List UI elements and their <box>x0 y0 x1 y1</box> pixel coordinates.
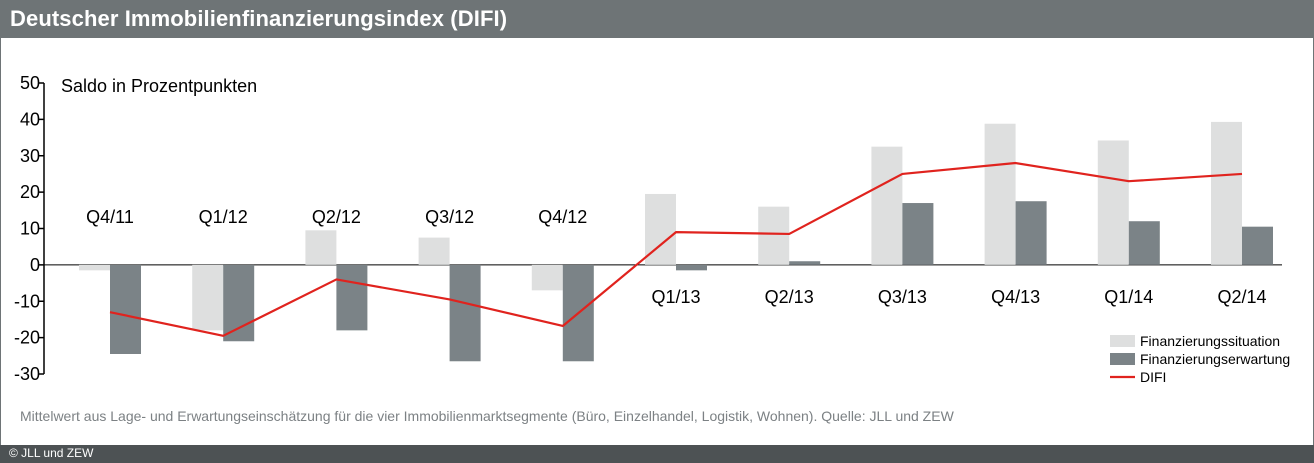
legend-finanzierungssituation-swatch <box>1110 335 1135 347</box>
legend-finanzierungssituation-label: Finanzierungssituation <box>1140 333 1280 349</box>
bar-finanzierungserwartung <box>223 264 255 342</box>
category-label: Q4/13 <box>991 287 1040 307</box>
bar-finanzierungserwartung <box>789 261 821 265</box>
bar-finanzierungssituation <box>531 264 563 291</box>
y-axis-label: Saldo in Prozentpunkten <box>61 76 257 96</box>
legend: Finanzierungssituation Finanzierungserwar… <box>1110 333 1290 385</box>
footer-bar <box>0 445 1314 463</box>
bar-finanzierungserwartung <box>1242 226 1273 265</box>
category-label: Q1/12 <box>199 207 248 227</box>
difi-line <box>109 161 1243 337</box>
bar-finanzierungssituation <box>192 264 224 331</box>
y-tick-label: 40 <box>20 109 40 129</box>
legend-difi-label: DIFI <box>1140 369 1166 385</box>
y-tick-label: 0 <box>30 255 40 275</box>
category-label: Q1/14 <box>1104 287 1153 307</box>
bar-finanzierungssituation <box>871 146 903 265</box>
category-label: Q4/11 <box>86 207 134 227</box>
chart-title: Deutscher Immobilienfinanzierungsindex (… <box>10 6 508 31</box>
difi-line-series <box>109 161 1243 337</box>
y-tick-label: -30 <box>14 364 40 384</box>
bar-finanzierungserwartung <box>1015 201 1047 265</box>
category-label: Q2/12 <box>312 207 361 227</box>
category-label: Q2/13 <box>765 287 814 307</box>
bar-finanzierungssituation <box>758 206 790 265</box>
bar-series <box>79 121 1273 362</box>
y-tick-label: 10 <box>20 219 40 239</box>
bar-finanzierungssituation <box>305 230 337 265</box>
y-axis: 50 40 30 20 10 0 -10 -20 -30 <box>14 73 1282 384</box>
bar-finanzierungserwartung <box>336 264 368 331</box>
bar-finanzierungserwartung <box>449 264 481 362</box>
y-tick-label: 20 <box>20 182 40 202</box>
legend-finanzierungserwartung-swatch <box>1110 353 1135 365</box>
category-label: Q2/14 <box>1217 287 1266 307</box>
category-labels: Q4/11 Q1/12 Q2/12 Q3/12 Q4/12 Q1/13 Q2/13 Q3/13… <box>86 207 1266 307</box>
category-label: Q3/13 <box>878 287 927 307</box>
bar-finanzierungssituation <box>1097 140 1129 265</box>
bar-finanzierungssituation <box>1211 121 1242 265</box>
category-label: Q4/12 <box>538 207 587 227</box>
bar-finanzierungssituation <box>79 264 110 271</box>
y-tick-label: 30 <box>20 146 40 166</box>
copyright-notice: © JLL und ZEW <box>9 446 94 460</box>
bar-finanzierungserwartung <box>110 264 141 354</box>
bar-finanzierungserwartung <box>676 264 707 271</box>
title-bar <box>0 0 1314 38</box>
legend-finanzierungserwartung-label: Finanzierungserwartung <box>1140 351 1290 367</box>
bar-finanzierungserwartung <box>902 203 934 265</box>
y-tick-label: -10 <box>14 291 40 311</box>
bar-finanzierungserwartung <box>1128 221 1160 265</box>
category-label: Q3/12 <box>425 207 474 227</box>
bar-finanzierungssituation <box>418 237 450 265</box>
y-tick-label: -20 <box>14 328 40 348</box>
bar-finanzierungssituation <box>984 123 1016 265</box>
footnote: Mittelwert aus Lage- und Erwartungseinsc… <box>20 408 954 424</box>
y-tick-label: 50 <box>20 73 40 93</box>
category-label: Q1/13 <box>651 287 700 307</box>
